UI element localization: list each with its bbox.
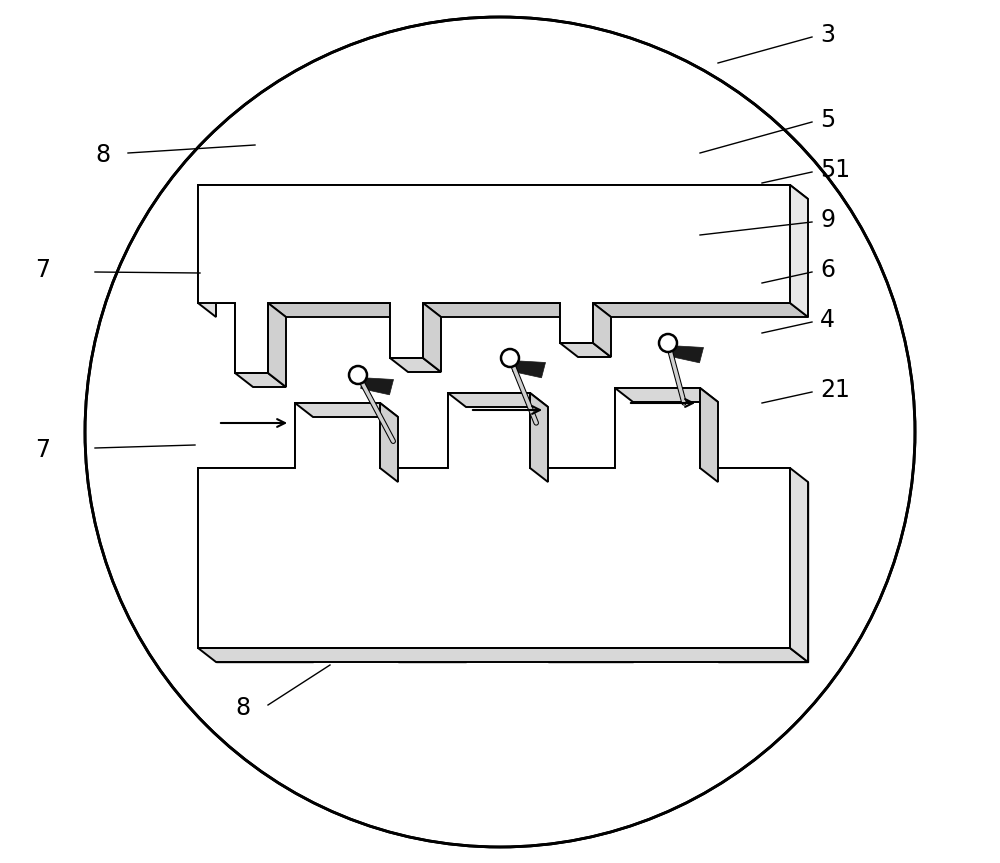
Polygon shape — [268, 303, 408, 317]
Polygon shape — [380, 403, 398, 482]
Polygon shape — [390, 358, 441, 372]
Polygon shape — [615, 388, 718, 402]
Text: 8: 8 — [95, 143, 110, 167]
Polygon shape — [235, 373, 286, 387]
Polygon shape — [423, 303, 578, 317]
Polygon shape — [295, 403, 398, 417]
Text: 21: 21 — [820, 378, 850, 402]
Polygon shape — [361, 378, 394, 394]
Polygon shape — [198, 185, 216, 317]
Polygon shape — [700, 388, 718, 482]
Polygon shape — [198, 648, 808, 662]
Polygon shape — [548, 482, 633, 662]
Circle shape — [659, 334, 677, 352]
Text: 9: 9 — [820, 208, 835, 232]
Polygon shape — [268, 303, 286, 387]
Circle shape — [501, 349, 519, 367]
Polygon shape — [593, 303, 808, 317]
Polygon shape — [87, 17, 913, 396]
Polygon shape — [513, 361, 546, 378]
Polygon shape — [198, 388, 790, 648]
Polygon shape — [560, 343, 611, 357]
Text: 8: 8 — [235, 696, 250, 720]
Text: 5: 5 — [820, 108, 835, 132]
Circle shape — [349, 366, 367, 384]
Polygon shape — [216, 482, 313, 662]
Text: 3: 3 — [820, 23, 835, 47]
Polygon shape — [790, 468, 808, 662]
Polygon shape — [448, 393, 548, 407]
Polygon shape — [530, 393, 548, 482]
Polygon shape — [198, 388, 790, 648]
Polygon shape — [198, 185, 808, 199]
Text: 7: 7 — [35, 438, 50, 462]
Polygon shape — [87, 468, 913, 847]
Polygon shape — [671, 346, 704, 362]
Text: 4: 4 — [820, 308, 835, 332]
Text: 6: 6 — [820, 258, 835, 282]
Polygon shape — [423, 303, 441, 372]
Polygon shape — [198, 185, 790, 373]
Polygon shape — [718, 482, 808, 662]
Polygon shape — [593, 303, 611, 357]
Polygon shape — [198, 185, 790, 373]
Text: 51: 51 — [820, 158, 850, 182]
Polygon shape — [790, 185, 808, 317]
Polygon shape — [398, 482, 466, 662]
Text: 7: 7 — [35, 258, 50, 282]
